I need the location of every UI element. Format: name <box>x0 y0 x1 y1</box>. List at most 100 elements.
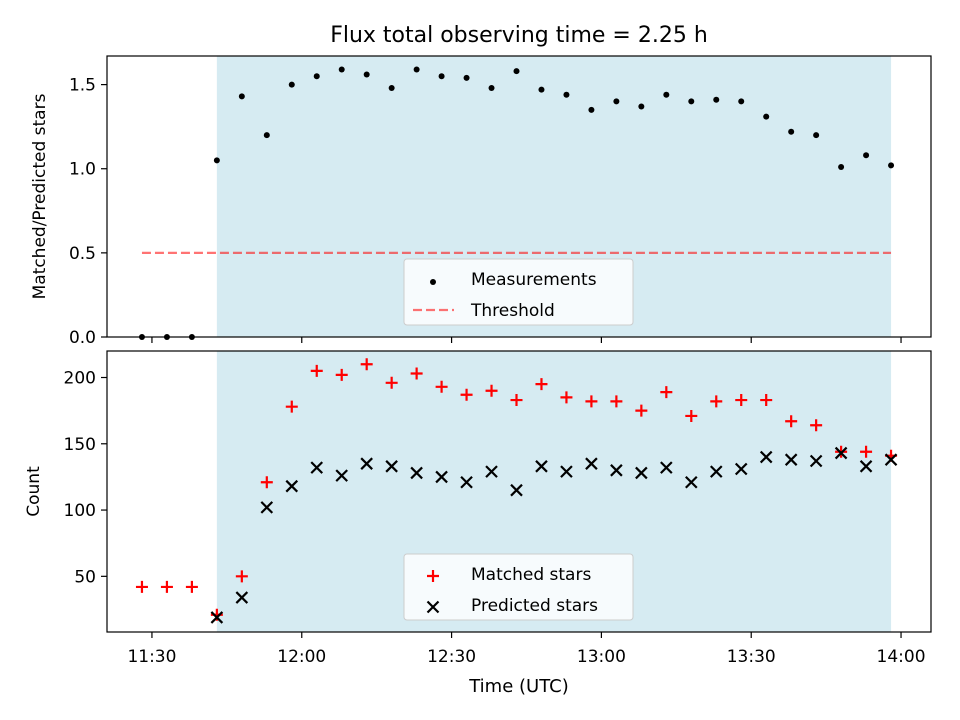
predicted-star-point <box>784 453 798 466</box>
x-tick-label: 12:30 <box>427 647 476 667</box>
legend-box <box>403 553 634 621</box>
predicted-star-point <box>410 466 423 480</box>
matched-star-point <box>585 395 598 408</box>
measurement-point <box>688 98 695 105</box>
matched-star-point <box>135 580 148 593</box>
predicted-star-point <box>510 483 523 497</box>
measurement-point <box>713 96 720 103</box>
predicted-star-point <box>635 466 648 480</box>
predicted-star-point <box>360 457 373 470</box>
predicted-star-point <box>685 475 698 489</box>
measurement-point <box>663 91 670 98</box>
matched-star-point <box>685 409 698 422</box>
matched-star-point <box>785 415 798 428</box>
matched-star-point <box>160 580 173 593</box>
measurement-point <box>463 74 470 81</box>
predicted-star-point <box>610 464 623 477</box>
predicted-star-point <box>285 479 299 493</box>
legend-label: Predicted stars <box>471 596 598 616</box>
measurement-point <box>788 128 795 135</box>
predicted-star-point <box>435 470 448 484</box>
y-axis-label: Count <box>24 466 44 517</box>
legend-label: Threshold <box>470 301 555 321</box>
matched-star-point <box>485 384 498 397</box>
legend: Measurements Threshold <box>403 258 634 326</box>
y-tick-label: 0.5 <box>69 244 96 264</box>
matched-star-point <box>310 364 323 377</box>
measurement-point <box>563 91 570 98</box>
count-panel: 50 100 150 200 Count 11:30 12:00 12:30 13:00 13:3… <box>24 350 932 667</box>
measurement-point <box>388 84 395 91</box>
measurement-point <box>138 334 145 340</box>
predicted-star-point <box>884 453 898 466</box>
predicted-star-point <box>260 501 274 514</box>
measurement-point <box>488 84 495 91</box>
matched-star-point <box>335 368 348 381</box>
matched-star-point <box>360 358 373 371</box>
matched-star-point <box>385 376 398 389</box>
predicted-star-point <box>585 457 598 470</box>
y-tick-label: 1.5 <box>69 76 96 96</box>
x-tick-label: 12:00 <box>277 647 326 667</box>
measurement-point <box>263 132 270 139</box>
legend-label: Measurements <box>471 270 597 290</box>
y-tick-label: 150 <box>64 435 96 455</box>
measurement-point <box>288 81 295 88</box>
predicted-star-point <box>210 611 224 624</box>
measurement-point <box>838 164 845 171</box>
measurement-point <box>888 162 895 169</box>
predicted-star-point <box>734 462 748 476</box>
measurement-point <box>413 66 420 73</box>
measurement-point <box>538 86 545 93</box>
measurement-point <box>313 73 320 80</box>
measurement-point <box>213 157 220 164</box>
y-axis-label: Matched/Predicted stars <box>30 93 50 299</box>
measurement-point <box>588 106 595 113</box>
x-tick-label: 14:00 <box>877 647 926 667</box>
predicted-star-point <box>335 469 348 482</box>
matched-star-point <box>635 404 648 417</box>
measurement-point <box>863 152 870 159</box>
measurement-point <box>363 71 370 78</box>
x-tick-label: 13:30 <box>727 647 776 667</box>
matched-star-point <box>735 394 748 407</box>
measurement-point <box>438 73 445 80</box>
predicted-star-point <box>485 465 498 478</box>
matched-star-point <box>560 391 573 404</box>
predicted-star-point <box>460 475 473 489</box>
y-tick-label: 1.0 <box>69 160 96 180</box>
matched-star-point <box>710 395 723 408</box>
axes-frame <box>106 350 932 633</box>
measurement-point <box>613 98 620 105</box>
measurement-point <box>163 334 170 340</box>
y-tick-label: 0.0 <box>69 328 96 348</box>
matched-star-point <box>760 394 773 407</box>
predicted-star-point <box>759 450 773 464</box>
predicted-star-point <box>809 454 823 468</box>
matched-star-point <box>435 380 448 393</box>
chart-title: Flux total observing time = 2.25 h <box>330 23 708 48</box>
predicted-star-point <box>535 460 548 473</box>
legend-measurement-swatch <box>430 279 436 285</box>
measurement-point <box>188 334 195 340</box>
legend-matched-swatch <box>427 570 439 582</box>
predicted-star-point <box>709 465 723 478</box>
predicted-star-point <box>235 591 249 604</box>
measurement-point <box>738 98 745 105</box>
y-tick-label: 100 <box>64 501 96 521</box>
predicted-star-point <box>660 461 673 474</box>
predicted-star-point <box>560 465 573 478</box>
legend-box <box>403 258 634 326</box>
axes-frame <box>106 55 932 338</box>
measurement-point <box>338 66 345 73</box>
matched-star-point <box>235 570 248 583</box>
x-tick-label: 13:00 <box>577 647 626 667</box>
matched-star-point <box>510 394 523 407</box>
matched-star-point <box>660 386 673 399</box>
matched-star-point <box>535 378 548 391</box>
legend-label: Matched stars <box>471 565 591 585</box>
predicted-star-point <box>310 461 324 474</box>
predicted-star-point <box>859 460 873 473</box>
measurement-point <box>638 103 645 110</box>
